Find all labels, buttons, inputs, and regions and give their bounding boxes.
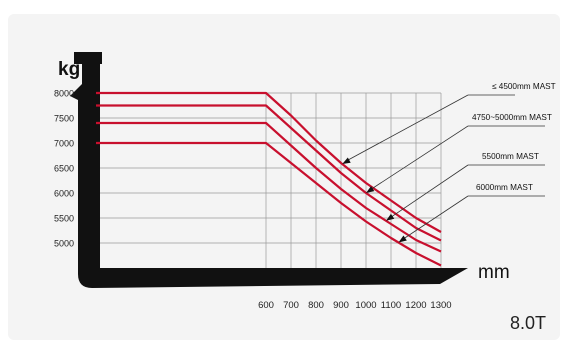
- forklift-fork-silhouette: [70, 52, 468, 288]
- x-tick-labels: 600 700 800 900 1000 1100 1200 1300: [258, 300, 452, 311]
- y-axis-label: kg: [58, 59, 80, 80]
- series-label: 6000mm MAST: [476, 183, 533, 192]
- y-tick-label: 6000: [54, 189, 74, 199]
- series-label: ≤ 4500mm MAST: [492, 82, 556, 91]
- x-tick-label: 1000: [355, 300, 376, 311]
- leader-arrowhead: [366, 186, 375, 193]
- leader-arrowhead: [386, 213, 395, 221]
- fork-top-cap: [74, 52, 102, 64]
- leader-arrowhead: [398, 235, 407, 243]
- series-line: [96, 121, 442, 253]
- series-line: [96, 91, 442, 233]
- leader-line: [389, 164, 469, 219]
- y-tick-labels: 8000 7500 7000 6500 6000 5500 5000: [54, 89, 74, 249]
- y-tick-label: 6500: [54, 164, 74, 174]
- series-lines: [96, 91, 442, 267]
- leader-lines: [342, 94, 545, 243]
- y-tick-label: 5000: [54, 239, 74, 249]
- x-tick-label: 800: [308, 300, 324, 311]
- x-tick-label: 1300: [430, 300, 451, 311]
- card-background: [8, 14, 560, 340]
- series-label: 4750~5000mm MAST: [472, 113, 552, 122]
- series-line: [96, 141, 442, 267]
- y-tick-label: 7000: [54, 139, 74, 149]
- x-tick-label: 700: [283, 300, 299, 311]
- y-tick-label: 7500: [54, 114, 74, 124]
- x-tick-label: 1200: [405, 300, 426, 311]
- y-tick-label: 5500: [54, 214, 74, 224]
- leader-line: [346, 94, 469, 162]
- series-labels: ≤ 4500mm MAST 4750~5000mm MAST 5500mm MAST…: [472, 82, 556, 192]
- y-tick-label: 8000: [54, 89, 74, 99]
- series-label: 5500mm MAST: [482, 152, 539, 161]
- x-tick-label: 600: [258, 300, 274, 311]
- x-tick-label: 1100: [381, 300, 401, 311]
- x-tick-label: 900: [333, 300, 349, 311]
- grid: [96, 92, 442, 268]
- model-label: 8.0T: [510, 313, 546, 333]
- leader-arrowhead: [342, 157, 351, 164]
- x-axis-label: mm: [478, 262, 510, 283]
- leader-line: [402, 195, 469, 240]
- leader-line: [369, 125, 469, 191]
- series-line: [96, 104, 442, 242]
